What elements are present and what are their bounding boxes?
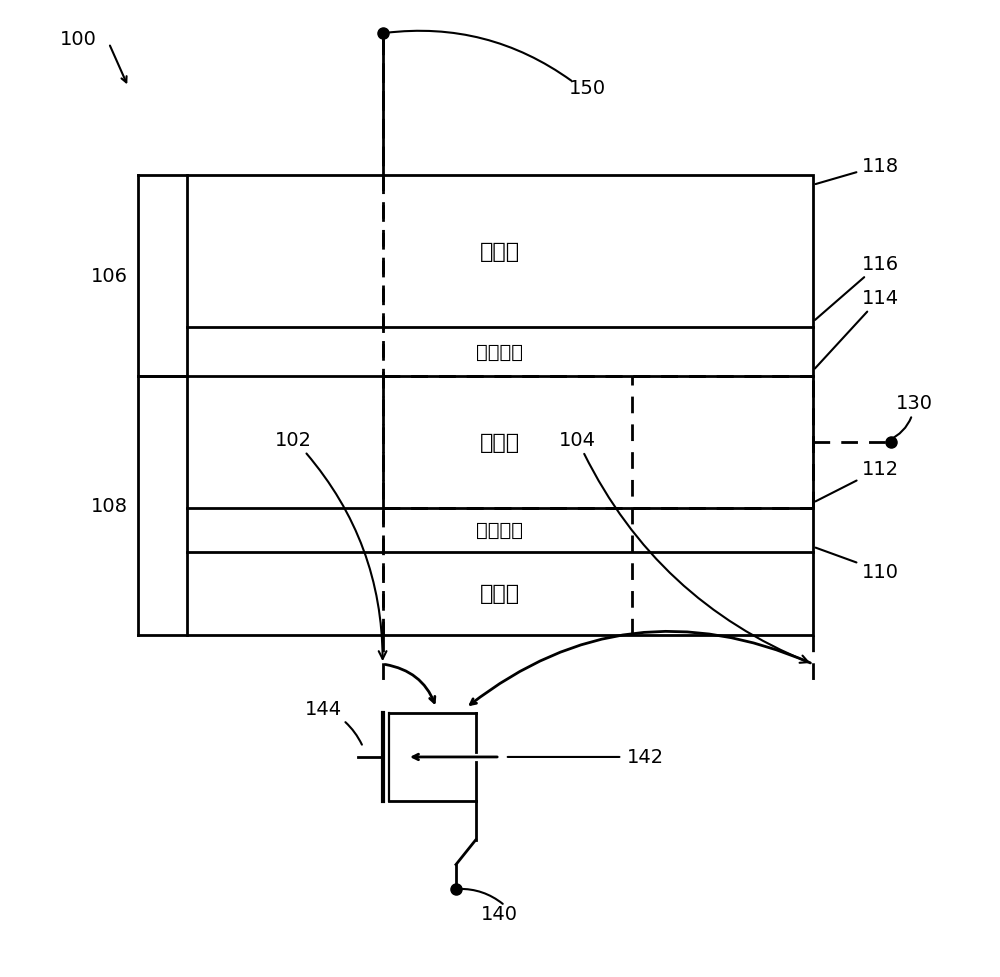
Text: 102: 102: [275, 430, 386, 659]
Text: 112: 112: [815, 459, 899, 502]
Text: 150: 150: [568, 78, 606, 98]
Text: 110: 110: [816, 548, 899, 581]
Text: 参考层: 参考层: [480, 241, 520, 262]
Text: 114: 114: [815, 288, 899, 369]
Text: 108: 108: [91, 496, 128, 515]
Text: 参考层: 参考层: [480, 583, 520, 604]
Text: 142: 142: [627, 747, 664, 767]
Text: 106: 106: [91, 267, 128, 285]
Text: 隧道势垒: 隧道势垒: [476, 521, 524, 539]
Text: 140: 140: [480, 904, 517, 923]
Text: 116: 116: [815, 254, 899, 320]
Text: 104: 104: [559, 430, 808, 663]
Text: 自由层: 自由层: [480, 432, 520, 452]
Text: 144: 144: [304, 699, 362, 744]
Text: 118: 118: [816, 156, 899, 185]
Text: 100: 100: [60, 29, 97, 49]
Text: 130: 130: [889, 394, 933, 441]
Text: 隧道势垒: 隧道势垒: [476, 342, 524, 361]
